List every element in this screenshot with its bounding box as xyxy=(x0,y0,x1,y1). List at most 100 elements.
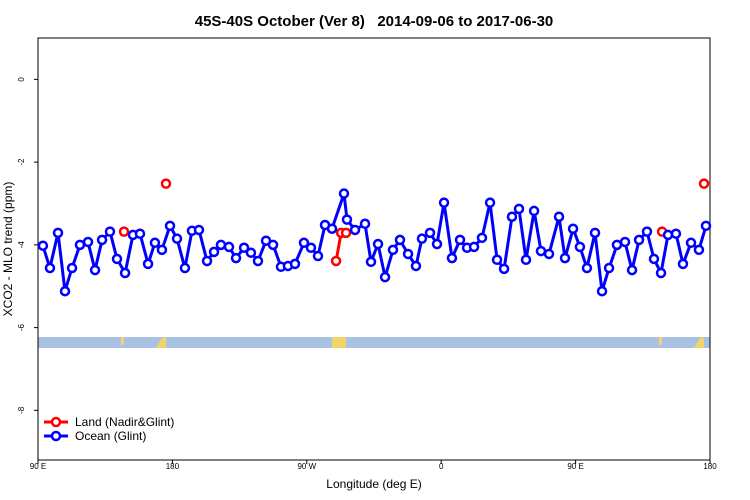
data-point xyxy=(66,262,78,274)
data-point xyxy=(289,258,301,270)
x-tick-label: 90 W xyxy=(297,462,316,471)
data-point xyxy=(341,214,353,225)
data-point xyxy=(96,234,108,246)
data-point xyxy=(149,237,161,249)
data-point xyxy=(402,248,414,260)
data-point xyxy=(365,256,377,268)
data-point xyxy=(416,233,428,244)
land-patch xyxy=(121,337,124,345)
data-point xyxy=(498,263,510,275)
data-point xyxy=(74,239,86,251)
data-point xyxy=(164,220,176,232)
data-point xyxy=(230,252,242,264)
data-point xyxy=(215,239,227,251)
data-point xyxy=(379,271,391,283)
data-point xyxy=(142,258,154,270)
data-point xyxy=(179,262,191,274)
legend-marker xyxy=(50,416,62,428)
data-point xyxy=(553,211,565,222)
data-point xyxy=(535,245,547,257)
data-point xyxy=(424,227,436,239)
data-point xyxy=(119,267,131,279)
surface-strip xyxy=(38,337,710,348)
data-point xyxy=(330,255,342,267)
y-tick-label: 0 xyxy=(17,77,26,82)
data-point xyxy=(589,227,601,239)
data-point xyxy=(513,203,525,215)
data-point xyxy=(111,253,123,265)
data-point xyxy=(543,248,555,260)
data-point xyxy=(698,178,710,189)
series xyxy=(37,188,712,297)
data-point xyxy=(662,229,674,241)
data-point xyxy=(567,223,579,234)
data-point xyxy=(305,242,317,254)
data-point xyxy=(44,262,56,274)
x-tick-label: 90 E xyxy=(30,462,46,471)
data-point xyxy=(693,244,705,256)
data-point xyxy=(208,246,220,258)
data-point xyxy=(312,250,324,262)
y-tick-label: -6 xyxy=(17,324,26,332)
legend-marker xyxy=(50,430,62,442)
chart-title: 45S-40S October (Ver 8) 2014-09-06 to 20… xyxy=(195,13,554,30)
land-patch xyxy=(332,337,346,348)
legend-box xyxy=(40,412,182,446)
data-point xyxy=(104,226,116,237)
data-point xyxy=(528,205,540,217)
data-point xyxy=(387,244,399,256)
data-point xyxy=(267,239,279,251)
data-point xyxy=(619,236,631,248)
data-point xyxy=(238,242,250,254)
data-point xyxy=(626,264,638,276)
data-point xyxy=(359,218,371,230)
data-point xyxy=(340,227,352,239)
data-point xyxy=(326,223,338,234)
data-point xyxy=(37,240,49,251)
land-patch xyxy=(694,337,704,348)
data-point xyxy=(171,233,183,244)
data-point xyxy=(670,228,682,239)
data-point xyxy=(89,264,101,276)
x-tick-label: 180 xyxy=(166,462,180,471)
data-point xyxy=(201,255,213,267)
data-point xyxy=(611,239,623,251)
data-point xyxy=(574,241,586,253)
legend-label: Ocean (Glint) xyxy=(75,429,146,443)
data-point xyxy=(446,252,458,264)
data-point xyxy=(506,211,518,222)
data-point xyxy=(648,253,660,265)
data-point xyxy=(134,228,146,239)
data-point xyxy=(581,262,593,274)
x-tick-label: 180 xyxy=(703,462,717,471)
data-point xyxy=(59,285,71,297)
data-point xyxy=(596,285,608,297)
data-point xyxy=(491,254,503,266)
data-point xyxy=(156,244,168,256)
data-point xyxy=(633,234,645,246)
x-axis-label: Longitude (deg E) xyxy=(326,477,421,491)
y-tick-label: -8 xyxy=(17,406,26,414)
data-point xyxy=(685,237,697,249)
data-point xyxy=(468,241,480,253)
series xyxy=(118,178,710,267)
ocean-strip xyxy=(38,337,710,348)
data-point xyxy=(372,238,384,250)
data-point xyxy=(338,188,350,199)
data-point xyxy=(438,197,450,208)
x-tick-label: 90 E xyxy=(567,462,583,471)
data-point xyxy=(298,237,310,249)
land-patch xyxy=(156,337,166,348)
y-axis-label: XCO2 - MLO trend (ppm) xyxy=(1,182,15,317)
data-point xyxy=(476,232,488,244)
legend-label: Land (Nadir&Glint) xyxy=(75,415,174,429)
data-point xyxy=(245,247,257,258)
data-point xyxy=(655,267,667,279)
data-point xyxy=(520,254,532,266)
data-point xyxy=(82,236,94,248)
data-point xyxy=(677,258,689,270)
data-point xyxy=(52,227,64,239)
legend: Land (Nadir&Glint)Ocean (Glint) xyxy=(40,412,182,446)
y-tick-label: -4 xyxy=(17,241,26,249)
